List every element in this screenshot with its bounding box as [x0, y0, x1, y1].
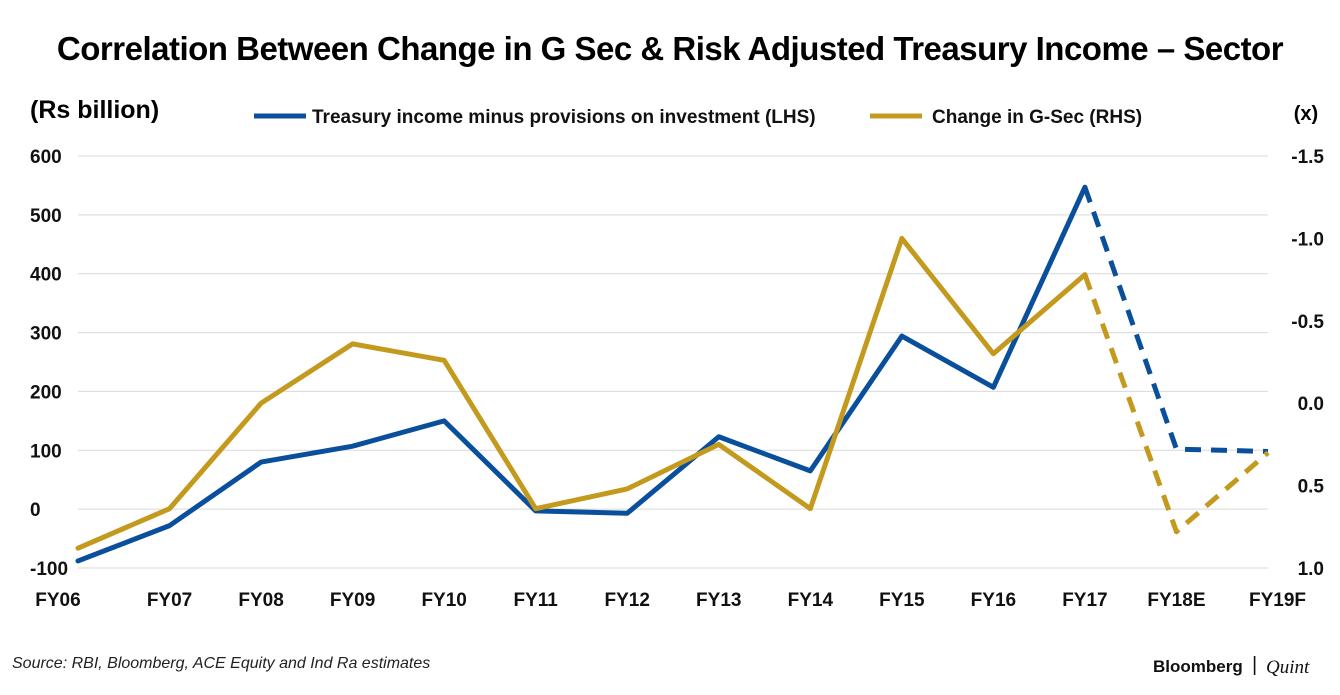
left-tick-label: 600	[30, 147, 62, 168]
right-tick-label: -1.5	[1291, 147, 1324, 168]
x-tick-label: FY16	[971, 590, 1016, 611]
right-tick-label: 0.0	[1298, 394, 1324, 415]
left-tick-label: 400	[30, 265, 62, 286]
left-tick-label: 500	[30, 206, 62, 227]
x-tick-label: FY10	[421, 590, 466, 611]
x-tick-label: FY12	[605, 590, 650, 611]
brand-bloomberg: Bloomberg	[1153, 657, 1243, 676]
right-tick-label: -0.5	[1291, 312, 1324, 333]
legend: Treasury income minus provisions on inve…	[254, 107, 1142, 128]
x-tick-label: FY11	[514, 590, 559, 611]
brand-logo: Bloomberg | Quint	[1153, 654, 1310, 678]
x-tick-label: FY18E	[1147, 590, 1205, 611]
left-tick-label: 0	[30, 500, 41, 521]
right-axis-ticks: -1.5 -1.0 -0.5 0.0 0.5 1.0	[1291, 147, 1324, 580]
legend-label-treasury: Treasury income minus provisions on inve…	[312, 107, 816, 128]
gridlines	[78, 155, 1268, 569]
brand-separator: |	[1252, 654, 1257, 676]
x-tick-label: FY19F	[1249, 590, 1306, 611]
left-axis-ticks: 600 500 400 300 200 100 0 -100	[30, 147, 68, 580]
right-tick-label: 1.0	[1298, 559, 1324, 580]
series-line-1-solid	[75, 235, 1088, 551]
x-tick-label: FY13	[696, 590, 741, 611]
brand-quint: Quint	[1266, 657, 1310, 678]
left-tick-label: 100	[30, 441, 62, 462]
series-lines	[75, 184, 1270, 564]
x-tick-label: FY06	[35, 590, 80, 611]
chart-title: Correlation Between Change in G Sec & Ri…	[57, 30, 1284, 67]
x-tick-label: FY14	[788, 590, 834, 611]
x-tick-label: FY08	[238, 590, 283, 611]
series-line-1-dashed	[1082, 273, 1270, 535]
source-note: Source: RBI, Bloomberg, ACE Equity and I…	[12, 655, 430, 672]
right-tick-label: -1.0	[1291, 229, 1324, 250]
x-tick-label: FY07	[147, 590, 192, 611]
legend-label-gsec: Change in G-Sec (RHS)	[932, 107, 1142, 128]
left-axis-label: (Rs billion)	[30, 96, 159, 124]
series-line-0-dashed	[1082, 186, 1269, 454]
left-tick-label: -100	[30, 559, 68, 580]
right-axis-label: (x)	[1294, 103, 1318, 125]
x-tick-label: FY17	[1062, 590, 1107, 611]
x-tick-label: FY09	[330, 590, 375, 611]
right-tick-label: 0.5	[1298, 477, 1325, 498]
series-line-0-solid	[75, 184, 1088, 564]
left-tick-label: 200	[30, 382, 62, 403]
left-tick-label: 300	[30, 324, 62, 345]
x-axis-ticks: FY06 FY07 FY08 FY09 FY10 FY11 FY12 FY13 FY14 FY15…	[35, 590, 1306, 611]
x-tick-label: FY15	[879, 590, 925, 611]
